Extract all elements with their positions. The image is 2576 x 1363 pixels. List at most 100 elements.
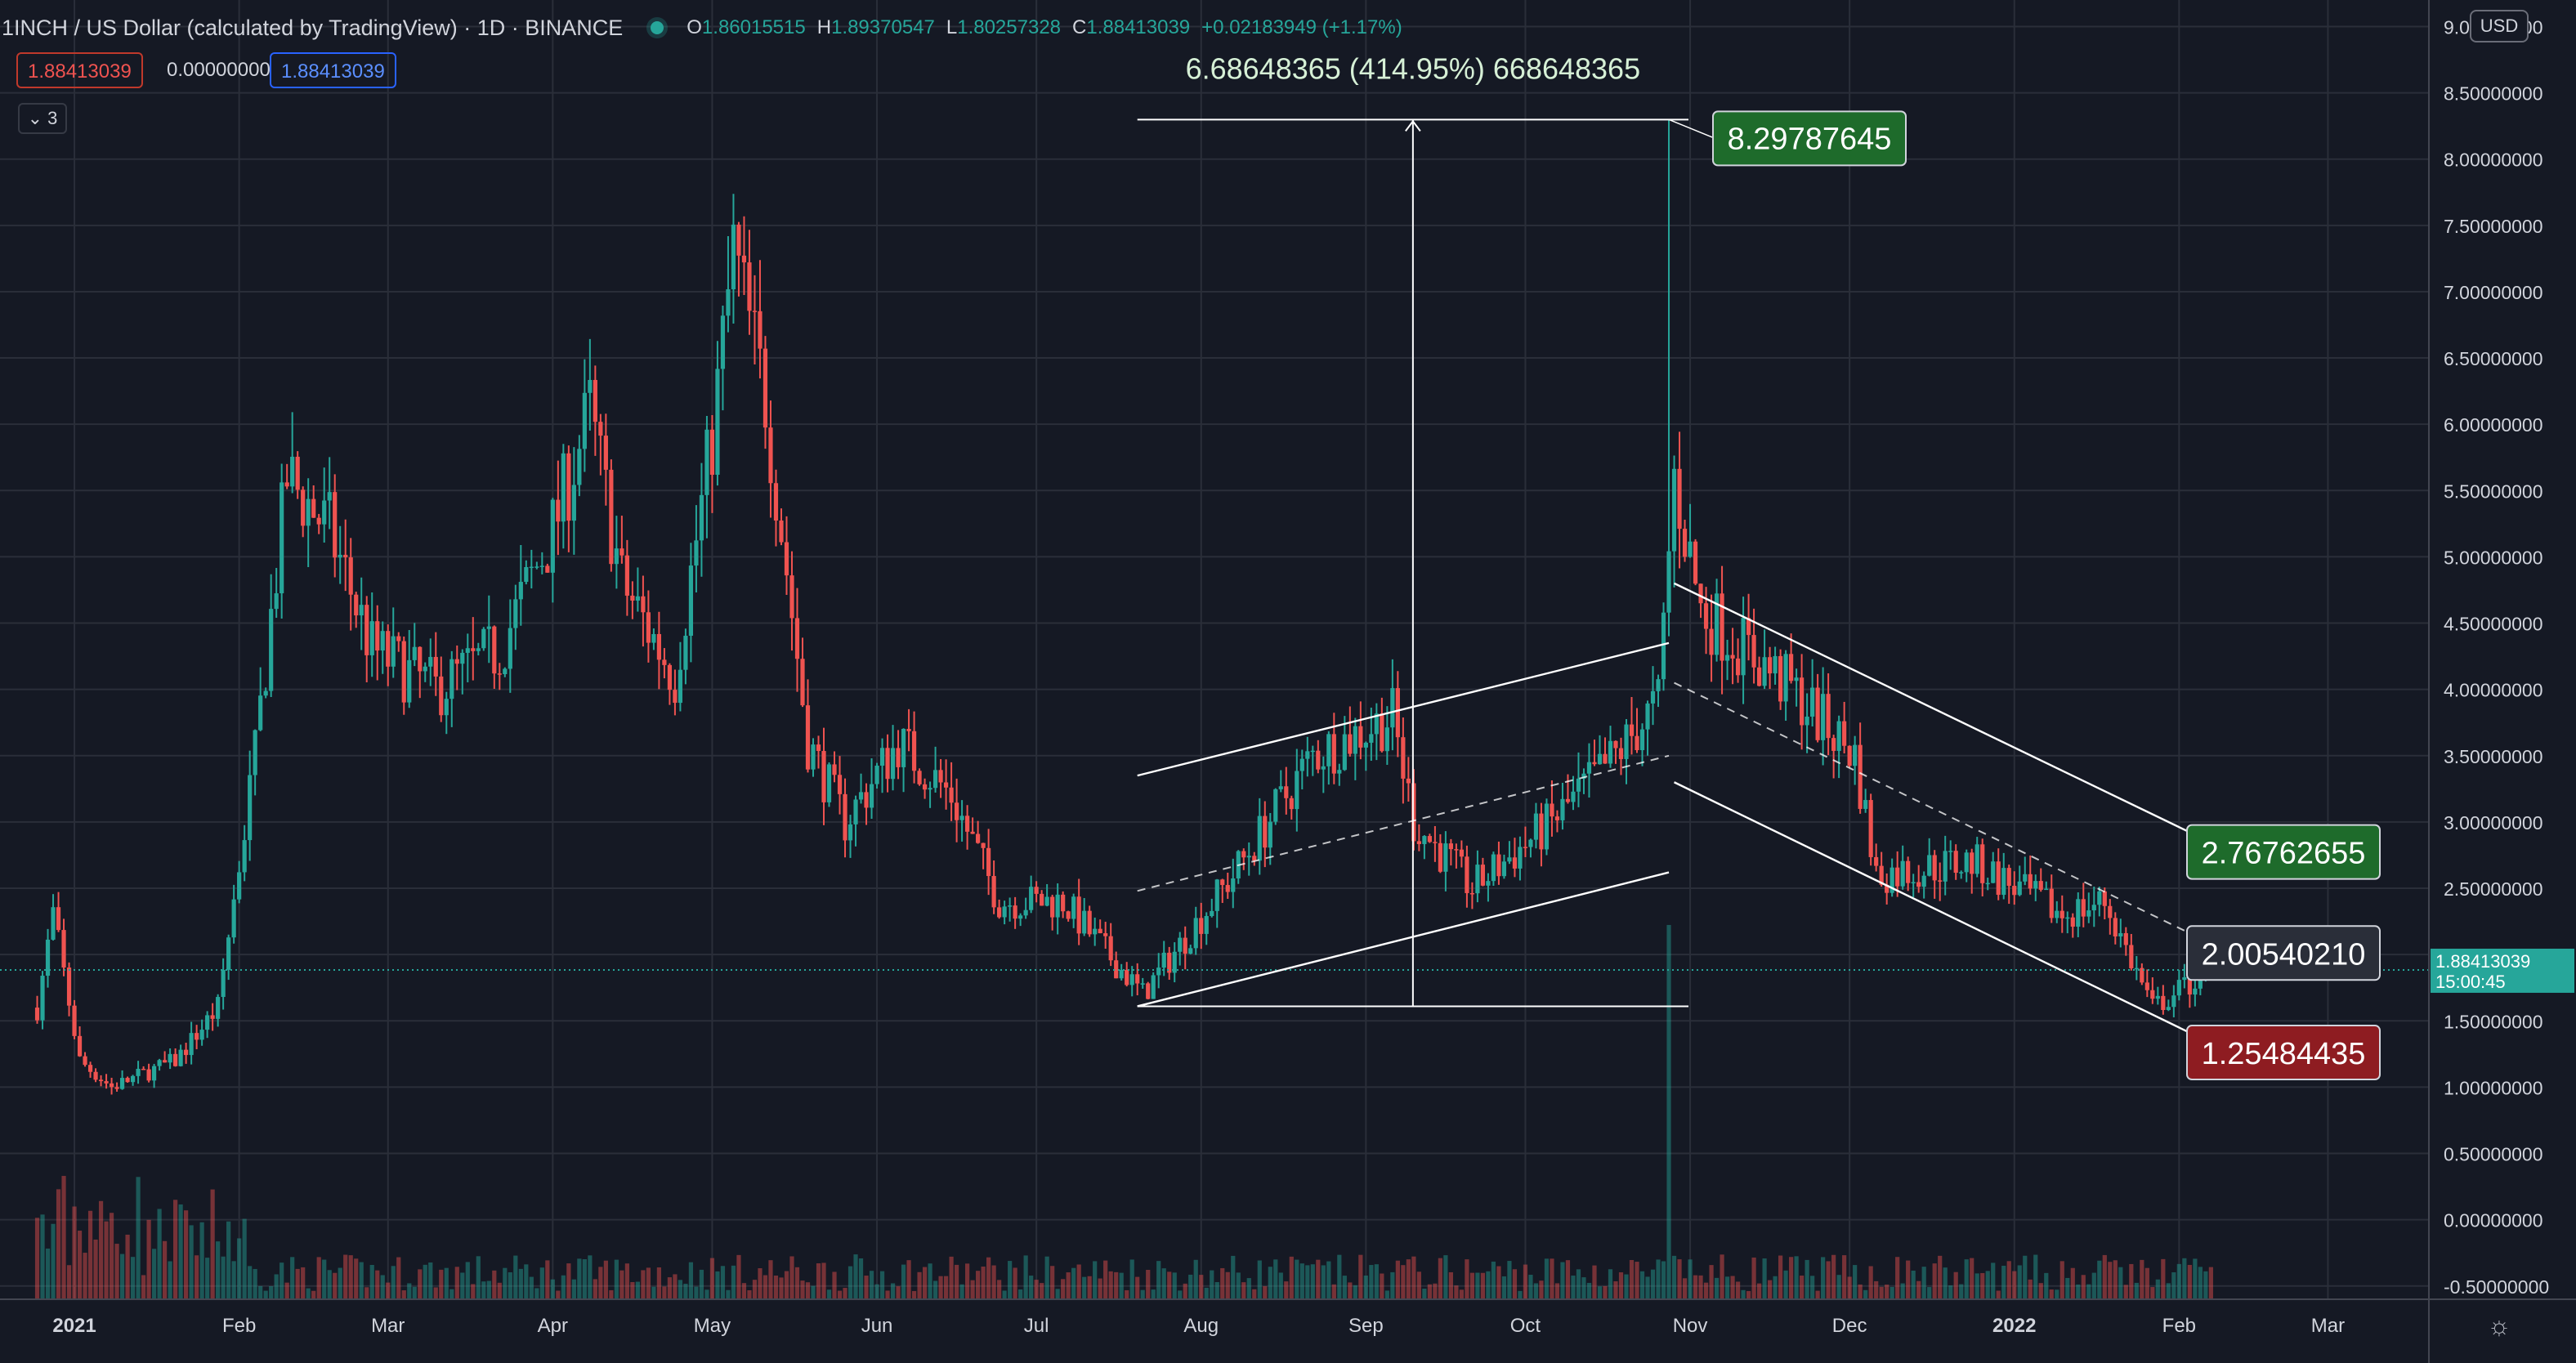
candle-body (460, 652, 465, 664)
volume-bar (104, 1221, 109, 1299)
candle-body (1868, 800, 1873, 857)
volume-bar (205, 1258, 210, 1299)
candle-body (1597, 753, 1603, 765)
volume-bar (1974, 1273, 1979, 1299)
candle-body (1401, 737, 1406, 779)
volume-bar (2155, 1279, 2160, 1299)
volume-bar (1714, 1277, 1720, 1299)
candle-body (922, 784, 928, 790)
symbol-title[interactable]: 1INCH / US Dollar (calculated by Trading… (2, 15, 624, 40)
candle-body (163, 1060, 168, 1063)
x-tick-label: Feb (2162, 1315, 2196, 1337)
x-tick-label: Aug (1183, 1315, 1219, 1337)
candle-body (1724, 655, 1730, 661)
volume-bar (1709, 1265, 1714, 1299)
volume-bar (1395, 1260, 1400, 1299)
volume-bar (1087, 1276, 1092, 1299)
candle-body (821, 751, 826, 802)
candle-body (2065, 917, 2070, 919)
volume-bar (1565, 1260, 1571, 1299)
volume-bar (1645, 1276, 1650, 1299)
range-arrow-head (1405, 119, 1421, 132)
candle-body (1571, 791, 1576, 802)
candle-body (656, 633, 662, 660)
x-tick-label: Mar (371, 1315, 405, 1337)
buy-button[interactable]: 1.88413039 (270, 52, 396, 88)
volume-bar (545, 1260, 550, 1299)
volume-bar (2102, 1254, 2107, 1299)
volume-bar (1146, 1270, 1151, 1299)
candle-body (1406, 778, 1411, 784)
volume-bar (2150, 1287, 2155, 1299)
candle-body (853, 799, 858, 825)
candle-body (1895, 867, 1900, 887)
volume-bar (2108, 1262, 2113, 1299)
volume-bar (694, 1286, 699, 1299)
candle-body (407, 659, 412, 703)
high-label-value: 8.29787645 (1728, 122, 1892, 156)
volume-bar (1326, 1261, 1331, 1299)
candle-body (1129, 974, 1134, 985)
volume-bar (1257, 1260, 1262, 1299)
volume-bar (83, 1253, 87, 1299)
volume-bar (847, 1266, 853, 1299)
volume-bar (1826, 1261, 1831, 1299)
candle-body (917, 771, 922, 784)
candle-body (2070, 917, 2075, 927)
candle-body (51, 907, 56, 940)
x-tick-label: Sep (1348, 1315, 1384, 1337)
volume-bar (72, 1206, 77, 1299)
candle-body (1842, 721, 1847, 746)
volume-bar (1034, 1280, 1039, 1299)
volume-bar (45, 1248, 51, 1299)
volume-bar (1592, 1265, 1597, 1299)
candle-body (1709, 628, 1714, 655)
candle-body (609, 469, 614, 565)
candle-body (184, 1049, 189, 1056)
volume-bar (301, 1267, 306, 1299)
y-tick-label: 8.00000000 (2444, 150, 2543, 171)
candle-body (794, 618, 800, 659)
candle-body (1943, 851, 1948, 882)
volume-bar (327, 1270, 332, 1299)
volume-bar (1805, 1259, 1809, 1299)
sell-button[interactable]: 1.88413039 (16, 52, 143, 88)
candle-body (879, 748, 885, 766)
candle-body (1093, 928, 1098, 935)
volume-bar (1310, 1264, 1315, 1299)
y-tick-label: -0.50000000 (2444, 1276, 2549, 1298)
currency-button[interactable]: USD (2470, 10, 2529, 42)
candle-body (386, 631, 391, 667)
volume-bar (333, 1272, 338, 1299)
gear-icon[interactable]: ☼ (2487, 1311, 2511, 1340)
volume-bar (418, 1269, 423, 1299)
volume-bar (1879, 1286, 1884, 1299)
candle-body (582, 392, 587, 449)
candle-body (869, 784, 874, 808)
volume-bar (699, 1269, 704, 1299)
y-tick-label: 2.50000000 (2444, 878, 2543, 900)
volume-bar (556, 1290, 561, 1299)
candle-body (556, 499, 561, 522)
volume-bar (1050, 1266, 1055, 1299)
candle-body (1380, 713, 1384, 752)
candle-body (673, 690, 678, 704)
candle-body (1900, 860, 1905, 887)
candle-body (1879, 865, 1884, 885)
candle-body (1756, 667, 1762, 686)
candle-body (1454, 849, 1459, 851)
candle-body (991, 876, 996, 908)
volume-bar (1666, 924, 1671, 1299)
candle-body (1071, 896, 1076, 919)
volume-bar (354, 1258, 359, 1299)
candle-body (465, 648, 470, 653)
volume-bar (928, 1263, 932, 1299)
volume-bar (2134, 1282, 2139, 1299)
candle-body (210, 1015, 215, 1019)
candle-body (1671, 468, 1677, 552)
candle-body (1815, 687, 1820, 740)
indicators-toggle[interactable]: ⌄ 3 (18, 103, 67, 134)
candle-body (1008, 905, 1013, 907)
y-tick-label: 0.50000000 (2444, 1144, 2543, 1165)
